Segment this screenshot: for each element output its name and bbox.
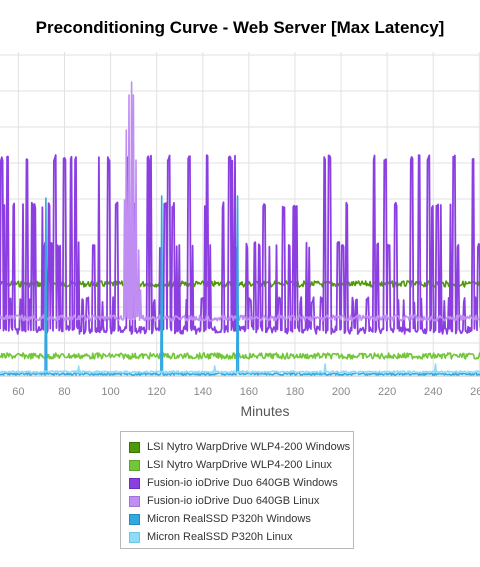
legend-swatch xyxy=(129,495,140,507)
legend-label: Micron RealSSD P320h Windows xyxy=(147,513,311,525)
legend-swatch xyxy=(129,477,140,489)
plot-area: 6080100120140160180200220240260280 xyxy=(0,52,480,398)
legend-item[interactable]: Fusion-io ioDrive Duo 640GB Linux xyxy=(129,492,353,510)
series-line-1 xyxy=(0,352,480,360)
legend-swatch xyxy=(129,459,140,471)
x-tick-label: 140 xyxy=(194,386,212,398)
x-tick-label: 80 xyxy=(58,386,70,398)
x-tick-label: 160 xyxy=(240,386,258,398)
legend-item[interactable]: Fusion-io ioDrive Duo 640GB Windows xyxy=(129,474,353,492)
legend-label: LSI Nytro WarpDrive WLP4-200 Linux xyxy=(147,459,332,471)
legend-swatch xyxy=(129,513,140,525)
series-line-5 xyxy=(0,363,480,374)
x-tick-label: 220 xyxy=(378,386,396,398)
series-layer xyxy=(0,81,480,376)
x-tick-label: 120 xyxy=(148,386,166,398)
legend-label: Fusion-io ioDrive Duo 640GB Windows xyxy=(147,477,338,489)
x-tick-label: 60 xyxy=(12,386,24,398)
x-tick-labels: 6080100120140160180200220240260280 xyxy=(12,386,480,398)
x-tick-label: 260 xyxy=(470,386,480,398)
x-axis-label: Minutes xyxy=(240,403,290,419)
legend-label: Fusion-io ioDrive Duo 640GB Linux xyxy=(147,495,320,507)
legend-swatch xyxy=(129,531,140,543)
legend-item[interactable]: LSI Nytro WarpDrive WLP4-200 Windows xyxy=(129,438,353,456)
legend-label: LSI Nytro WarpDrive WLP4-200 Windows xyxy=(147,441,351,453)
x-tick-label: 180 xyxy=(286,386,304,398)
legend-item[interactable]: Micron RealSSD P320h Linux xyxy=(129,528,353,546)
legend: LSI Nytro WarpDrive WLP4-200 Windows LSI… xyxy=(120,431,354,549)
legend-item[interactable]: LSI Nytro WarpDrive WLP4-200 Linux xyxy=(129,456,353,474)
legend-label: Micron RealSSD P320h Linux xyxy=(147,531,293,543)
x-tick-label: 200 xyxy=(332,386,350,398)
series-line-2 xyxy=(0,154,480,335)
legend-swatch xyxy=(129,441,140,453)
chart-title: Preconditioning Curve - Web Server [Max … xyxy=(35,18,445,37)
x-tick-label: 240 xyxy=(424,386,442,398)
x-tick-label: 100 xyxy=(101,386,119,398)
legend-item[interactable]: Micron RealSSD P320h Windows xyxy=(129,510,353,528)
series-line-3 xyxy=(0,81,480,322)
